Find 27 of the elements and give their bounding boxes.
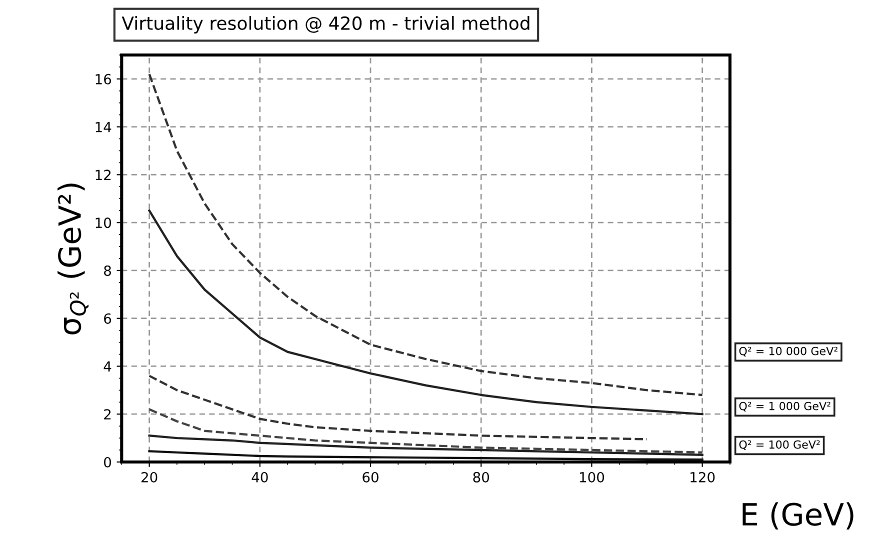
y-tick-label: 6: [104, 313, 112, 324]
line-series: [148, 73, 704, 396]
y-tick-label: 10: [96, 218, 112, 228]
text: Q² = 1 000 GeV²: [739, 402, 830, 412]
y-tick-label: 14: [96, 122, 112, 132]
y-tick-label: 4: [104, 361, 112, 372]
y-tick-label: 16: [96, 74, 112, 84]
line-series: [148, 408, 704, 454]
text: Q² = 10 000 GeV²: [739, 346, 838, 356]
text: Q² = 100 GeV²: [739, 440, 820, 450]
line-series: [148, 450, 704, 461]
x-tick-label: 40: [252, 472, 268, 482]
x-tick-label: 100: [580, 472, 604, 482]
y-tick-label: 12: [96, 170, 111, 180]
x-tick-label: 20: [141, 472, 158, 482]
y-tick-label: 2: [104, 409, 111, 420]
x-tick-label: 120: [690, 472, 715, 482]
y-tick-label: 8: [104, 265, 111, 276]
y-tick-label: 0: [104, 456, 112, 468]
line-series: [148, 374, 648, 440]
chart-title: Virtuality resolution @ 420 m - trivial method: [122, 16, 530, 34]
x-axis-title: E (GeV): [742, 502, 854, 530]
line-series: [148, 210, 704, 416]
y-axis-title: σ$_{Q²}$ (GeV²): [58, 184, 88, 334]
x-tick-label: 60: [362, 472, 378, 482]
line-series: [148, 434, 704, 456]
x-tick-label: 80: [473, 472, 490, 482]
